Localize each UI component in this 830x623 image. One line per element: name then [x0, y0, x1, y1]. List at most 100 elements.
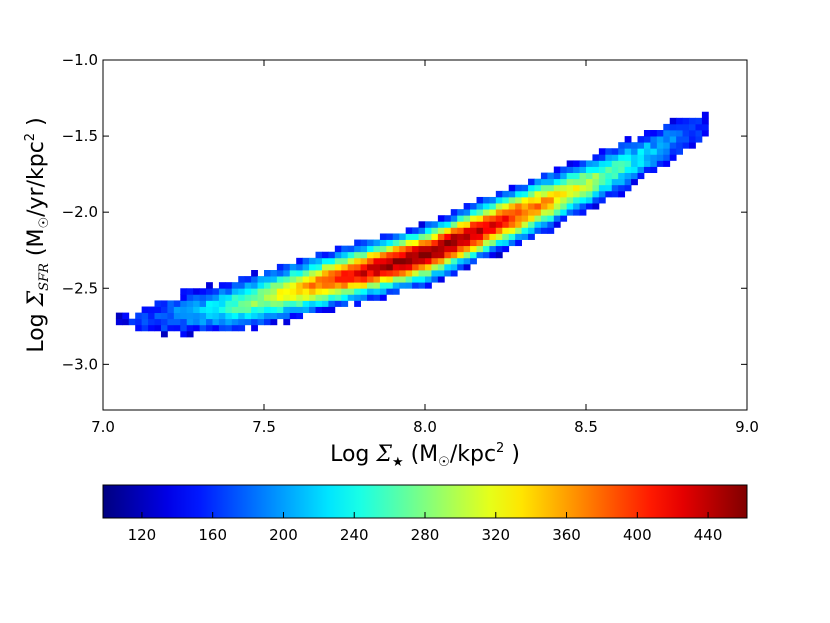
heatmap-cell: [321, 294, 329, 301]
heatmap-cell: [392, 288, 400, 295]
heatmap-cell: [540, 178, 548, 186]
heatmap-cell: [631, 166, 638, 174]
heatmap-cell: [637, 154, 645, 161]
heatmap-cell: [354, 282, 361, 289]
heatmap-cell: [347, 257, 355, 265]
heatmap-cell: [251, 270, 258, 277]
heatmap-cell: [180, 312, 188, 320]
heatmap-cell: [482, 251, 490, 259]
heatmap-cell: [302, 263, 310, 271]
heatmap-cell: [225, 282, 233, 289]
heatmap-cell: [689, 136, 696, 143]
heatmap-cell: [631, 142, 638, 149]
heatmap-cell: [244, 294, 252, 301]
heatmap-cell: [386, 239, 394, 247]
heatmap-cell: [296, 306, 304, 314]
heatmap-cell: [148, 306, 155, 314]
heatmap-cell: [495, 245, 503, 253]
heatmap-cell: [689, 142, 696, 149]
heatmap-cell: [560, 166, 568, 174]
heatmap-cell: [508, 215, 516, 222]
heatmap-cell: [315, 300, 323, 307]
heatmap-cell: [218, 306, 226, 314]
heatmap-cell: [128, 318, 136, 326]
heatmap-cell: [186, 288, 194, 295]
heatmap-cell: [643, 148, 651, 155]
colorbar-tick-label: 360: [552, 526, 581, 544]
heatmap-cell: [405, 282, 413, 289]
heatmap-cell: [502, 221, 510, 228]
heatmap-cell: [553, 196, 561, 204]
y-label-unit-mid: /yr/kpc: [24, 141, 49, 217]
heatmap-cell: [650, 148, 658, 155]
heatmap-cell: [437, 221, 445, 228]
heatmap-cell: [540, 196, 548, 204]
heatmap-cell: [341, 263, 349, 271]
heatmap-cell: [238, 282, 246, 289]
heatmap-cell: [553, 166, 561, 174]
heatmap-cell: [643, 160, 651, 167]
heatmap-cell: [347, 251, 355, 259]
heatmap-cell: [631, 160, 638, 167]
heatmap-cell: [534, 203, 542, 210]
heatmap-cell: [334, 251, 342, 259]
heatmap-cell: [418, 276, 426, 283]
heatmap-cell: [476, 227, 484, 234]
heatmap-cell: [392, 270, 400, 277]
heatmap-cell: [315, 263, 323, 271]
heatmap-cell: [302, 270, 310, 277]
heatmap-cell: [199, 318, 207, 326]
heatmap-cell: [444, 215, 452, 222]
heatmap-cell: [598, 166, 606, 174]
heatmap-cell: [379, 288, 387, 295]
x-label-unit-mid: /kpc: [450, 442, 496, 467]
heatmap-cell: [476, 215, 484, 222]
heatmap-cell: [289, 288, 297, 295]
heatmap-cell: [534, 178, 542, 186]
heatmap-cell: [399, 251, 407, 259]
heatmap-cell: [386, 270, 394, 277]
heatmap-cell: [167, 312, 175, 320]
heatmap-cell: [437, 239, 445, 247]
x-label-unit-sub: ☉: [438, 455, 450, 470]
heatmap-cell: [302, 306, 310, 314]
heatmap-cell: [289, 276, 297, 283]
heatmap-cell: [547, 215, 555, 222]
heatmap-cell: [173, 312, 181, 320]
heatmap-cell: [199, 324, 207, 332]
heatmap-cell: [624, 136, 632, 143]
heatmap-cell: [482, 245, 490, 253]
heatmap-cell: [656, 148, 664, 155]
heatmap-cell: [566, 166, 574, 174]
heatmap-cell: [470, 209, 477, 216]
heatmap-cell: [624, 172, 632, 180]
heatmap-cell: [663, 130, 671, 137]
heatmap-cell: [528, 203, 535, 210]
heatmap-cell: [115, 312, 123, 320]
heatmap-cell: [586, 196, 593, 204]
heatmap-cell: [495, 239, 503, 247]
heatmap-cell: [502, 233, 510, 240]
heatmap-cell: [437, 251, 445, 259]
heatmap-cell: [482, 227, 490, 234]
heatmap-cell: [508, 221, 516, 228]
heatmap-cell: [521, 190, 529, 198]
heatmap-cell: [470, 239, 477, 247]
heatmap-cell: [566, 196, 574, 204]
heatmap-cell: [379, 270, 387, 277]
y-tick-label: −2.0: [62, 203, 98, 221]
heatmap-cell: [347, 263, 355, 271]
heatmap-cell: [257, 282, 265, 289]
heatmap-cell: [540, 227, 548, 234]
heatmap-cell: [283, 282, 291, 289]
x-axis-ticks: 7.0 7.5 8.0 8.5 9.0: [91, 60, 759, 436]
heatmap-cell: [534, 190, 542, 198]
heatmap-cell: [444, 239, 452, 247]
heatmap-cell: [611, 178, 619, 186]
heatmap-cells: [115, 111, 709, 338]
heatmap-cell: [264, 300, 271, 307]
heatmap-cell: [167, 318, 175, 326]
heatmap-cell: [431, 221, 439, 228]
heatmap-cell: [579, 172, 587, 180]
heatmap-cell: [579, 203, 587, 210]
